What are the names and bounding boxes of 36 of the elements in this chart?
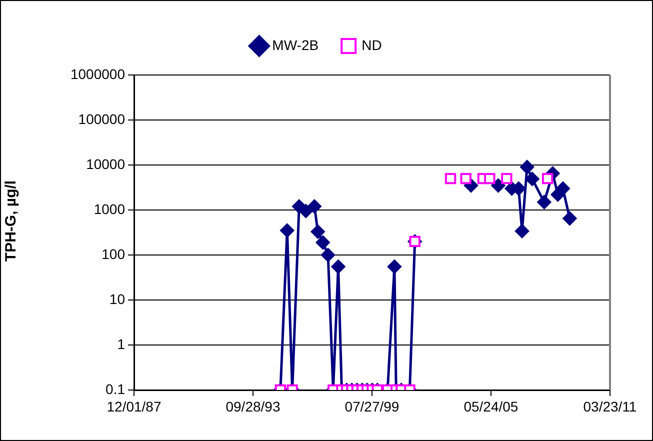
point [316,235,330,250]
y-axis-title: TPH-G, µg/l [2,180,20,262]
point [460,172,472,184]
x-tick-label: 07/27/99 [344,398,400,414]
y-tick-label: 10000 [86,156,126,172]
legend-label: MW-2B [272,36,319,53]
point [298,204,313,218]
x-tick-label: 09/28/93 [226,398,280,414]
point [520,160,534,174]
x-tick-label: 12/01/87 [106,398,162,414]
point [537,195,552,210]
x-tick-label: 05/24/05 [464,398,518,414]
y-tick-label: 10 [109,290,126,307]
point [444,172,456,184]
x-tick-label: 03/23/11 [583,398,637,414]
point [525,172,540,186]
y-tick-label: 1 [117,336,126,352]
point [562,211,577,226]
point [387,260,402,274]
y-tick-label: 1000 [94,200,126,217]
point [491,178,506,193]
point [331,260,346,274]
point [556,182,570,196]
y-tick-label: 100 [102,246,126,262]
point [501,172,512,184]
point [542,172,554,184]
point [484,172,496,184]
point [310,224,325,239]
point [280,224,294,238]
y-tick-label: 1000000 [70,66,126,82]
point [321,248,336,262]
point [307,199,322,214]
point [515,224,530,238]
y-tick-label: 0.1 [106,380,126,397]
y-tick-label: 100000 [78,110,126,127]
legend-label: ND [362,36,382,53]
